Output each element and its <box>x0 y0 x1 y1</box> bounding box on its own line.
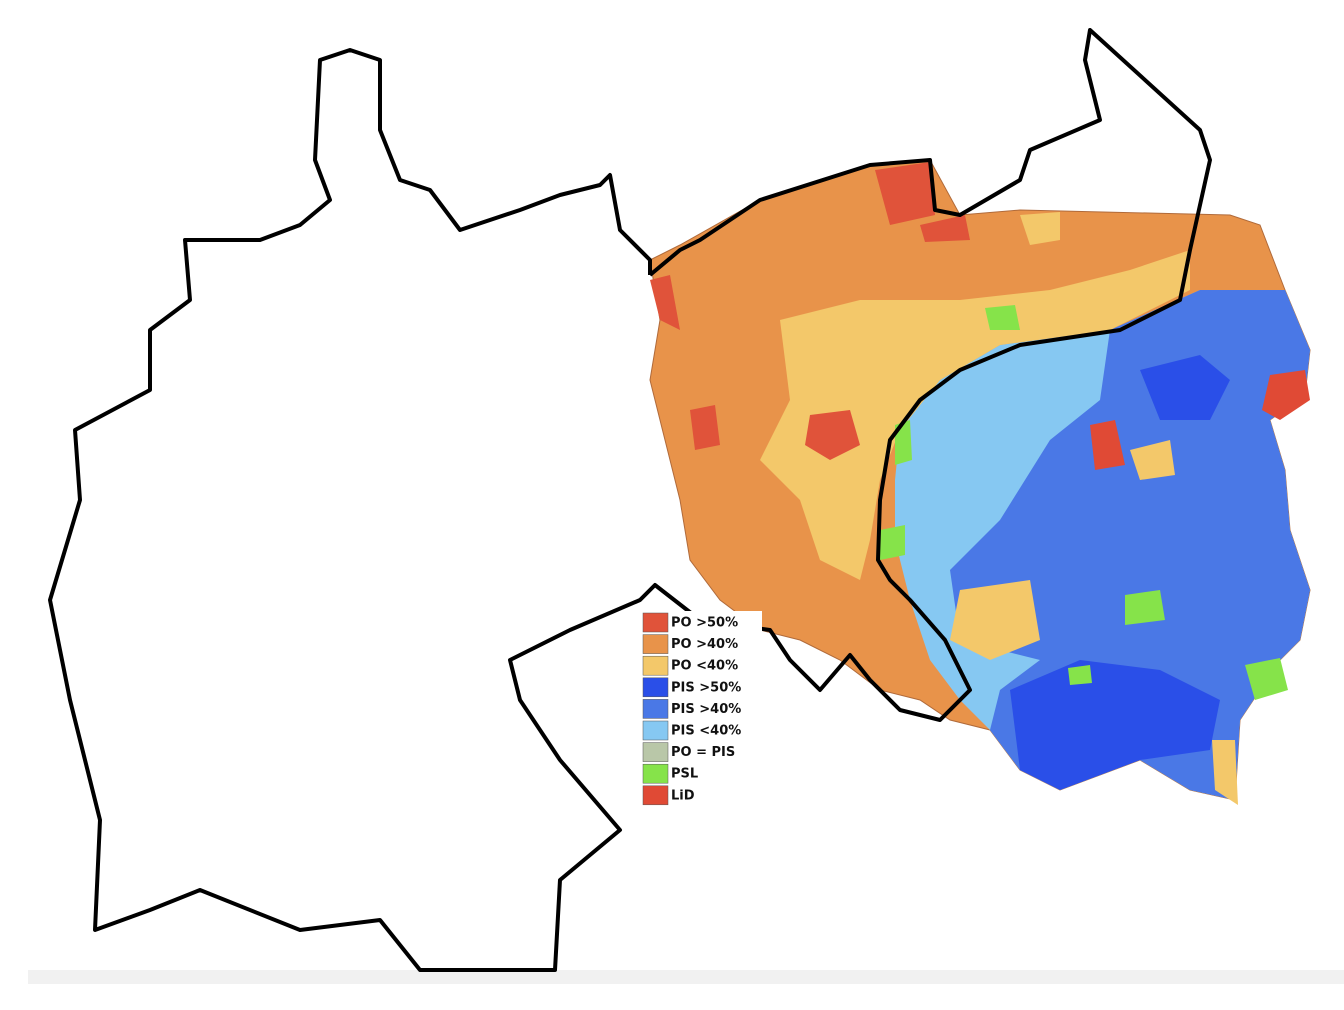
legend-swatch <box>642 742 669 762</box>
po-strong-patch <box>875 162 935 225</box>
historic-border <box>48 28 1212 972</box>
legend-swatch <box>642 763 669 784</box>
legend-label: PO >50% <box>671 616 738 631</box>
legend-swatch <box>642 612 669 633</box>
po-strong-patch <box>650 275 680 330</box>
pis-top-region <box>1140 355 1230 420</box>
po-weak-band <box>760 250 1190 580</box>
psl-patch <box>1125 590 1165 625</box>
legend-swatch <box>642 634 669 654</box>
po-weak-patch <box>1130 440 1175 480</box>
pis-strong-region <box>950 290 1310 800</box>
legend-label: PIS >50% <box>671 680 741 695</box>
legend-label: PSL <box>671 767 698 782</box>
legend-label: PIS <40% <box>671 724 741 739</box>
lid-patch <box>1262 370 1310 420</box>
po-weak-patch <box>1212 740 1238 805</box>
po-strong-patch <box>805 410 860 460</box>
psl-patch <box>1068 665 1092 685</box>
bottom-strip <box>28 970 1344 984</box>
po-strong-patch <box>690 405 720 450</box>
legend-swatch <box>642 677 669 698</box>
legend: PO >50% PO >40% PO <40% PIS >50% PIS >40% PIS… <box>640 611 762 810</box>
lid-patch <box>1090 420 1125 470</box>
po-strong-patch <box>920 215 970 242</box>
legend-label: PO <40% <box>671 659 738 674</box>
psl-patch <box>1245 658 1288 700</box>
legend-swatch <box>642 655 669 676</box>
psl-patch <box>985 305 1020 330</box>
po-weak-patch <box>1020 212 1060 245</box>
legend-label: PO = PIS <box>671 745 735 760</box>
legend-swatch <box>642 785 669 806</box>
pis-top-region <box>1010 660 1220 790</box>
psl-patch <box>880 525 905 560</box>
legend-label: PO >40% <box>671 637 738 652</box>
legend-label: PIS >40% <box>671 702 741 717</box>
po-weak-patch <box>950 580 1040 660</box>
legend-swatch <box>642 720 669 741</box>
legend-swatch <box>642 699 669 719</box>
legend-label: LiD <box>671 788 695 803</box>
psl-patch <box>895 420 912 465</box>
